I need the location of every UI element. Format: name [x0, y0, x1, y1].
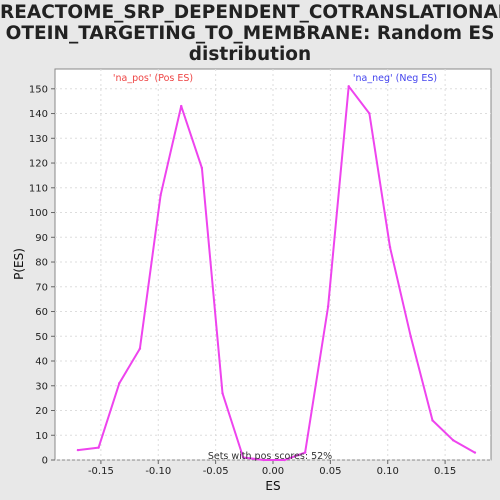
neg-es-annotation: 'na_neg' (Neg ES)	[353, 73, 437, 84]
x-tick-label: 0.05	[319, 466, 341, 477]
data-point	[180, 104, 183, 108]
data-point	[368, 112, 371, 115]
x-tick-label: 0.10	[377, 466, 399, 477]
es-distribution-line	[77, 85, 476, 461]
data-point	[409, 335, 412, 338]
y-tick-label: 100	[29, 208, 48, 219]
y-tick-label: 0	[42, 456, 48, 467]
data-point	[347, 85, 350, 88]
data-point	[473, 451, 477, 454]
data-point	[97, 446, 100, 449]
y-tick-label: 80	[35, 258, 48, 269]
chart-title-line-1: REACTOME_SRP_DEPENDENT_COTRANSLATIONAL_P…	[0, 2, 500, 23]
y-tick-label: 140	[29, 109, 48, 120]
chart-title-line-3: distribution	[188, 44, 312, 65]
x-tick-label: -0.05	[203, 466, 229, 477]
x-tick-label: -0.10	[145, 466, 171, 477]
x-axis-label: ES	[265, 479, 280, 493]
data-point	[451, 439, 455, 442]
data-point	[118, 382, 121, 385]
y-tick-label: 90	[35, 233, 48, 244]
data-point	[262, 458, 266, 462]
y-tick-label: 70	[35, 282, 48, 293]
y-tick-label: 110	[29, 183, 48, 194]
x-tick-label: 0.00	[262, 466, 284, 477]
chart-title-line-2: OTEIN_TARGETING_TO_MEMBRANE: Random ES	[5, 23, 495, 44]
data-point	[388, 245, 392, 249]
data-point	[76, 448, 80, 452]
data-point	[241, 456, 245, 459]
y-tick-label: 130	[29, 134, 48, 145]
y-tick-label: 10	[35, 431, 48, 442]
data-point	[431, 419, 434, 422]
x-tick-label: 0.15	[434, 466, 456, 477]
y-tick-label: 150	[29, 84, 48, 95]
data-point	[138, 347, 142, 350]
y-axis-ticks: 0 10 20 30 40 50 60 70 80 90 100 110 120 130 140 150	[29, 84, 55, 467]
data-point	[221, 391, 224, 395]
data-point	[200, 166, 204, 170]
x-axis-ticks: -0.15 -0.10 -0.05 0.00 0.05 0.10 0.15	[88, 460, 456, 477]
data-point	[283, 458, 286, 462]
y-tick-label: 30	[35, 381, 48, 392]
pos-scores-footer: Sets with pos scores: 52%	[208, 451, 332, 462]
chart-title: REACTOME_SRP_DEPENDENT_COTRANSLATIONAL_P…	[0, 0, 500, 65]
series-layer	[76, 85, 477, 462]
y-tick-label: 60	[35, 307, 48, 318]
data-point	[326, 305, 330, 308]
y-tick-label: 120	[29, 159, 48, 170]
data-point	[159, 194, 162, 197]
y-tick-label: 50	[35, 332, 48, 343]
pos-es-annotation: 'na_pos' (Pos ES)	[113, 73, 193, 84]
grid-lines	[55, 69, 491, 461]
y-tick-label: 40	[35, 357, 48, 368]
y-axis-label: P(ES)	[12, 248, 26, 280]
x-tick-label: -0.15	[88, 466, 114, 477]
data-point	[303, 451, 307, 454]
y-tick-label: 20	[35, 406, 48, 417]
